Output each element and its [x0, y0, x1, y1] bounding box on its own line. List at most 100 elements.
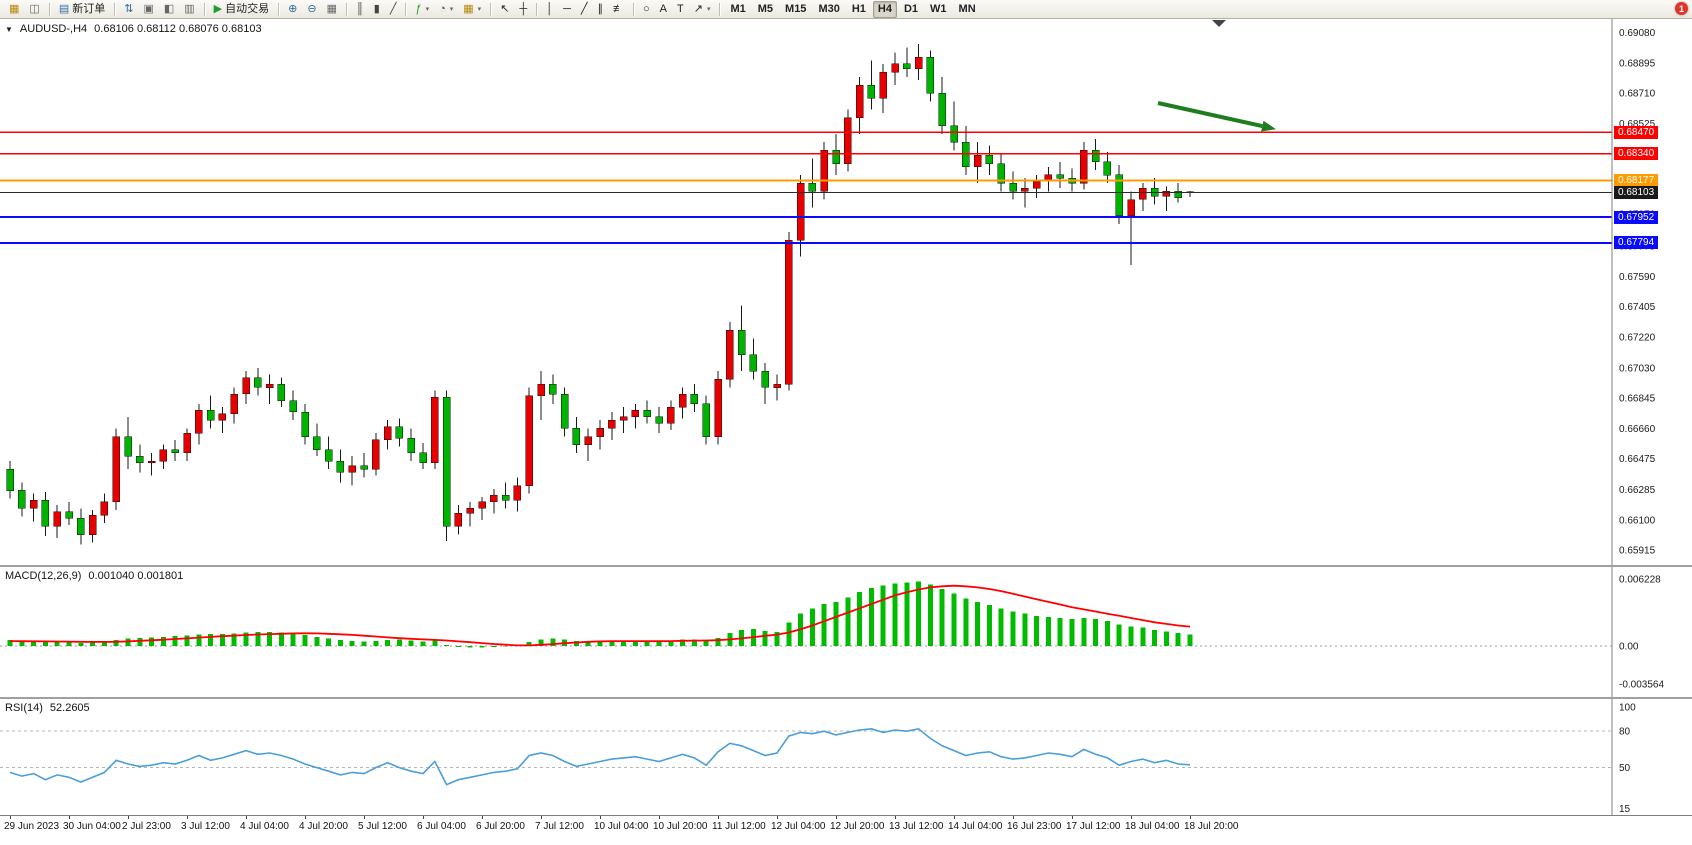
- zoom-in-icon[interactable]: ⊕: [284, 1, 301, 18]
- cursor-tool-icon[interactable]: ↖: [496, 1, 513, 18]
- candle: [761, 362, 769, 404]
- candle: [596, 420, 604, 450]
- toolbar-separator: [719, 2, 721, 16]
- candle: [1009, 171, 1017, 200]
- cursor-tool-icon: ↖: [500, 2, 510, 15]
- price-line-badge: 0.68340: [1614, 147, 1659, 161]
- time-axis-label: 18 Jul 04:00: [1125, 821, 1180, 832]
- price-axis-label: 0.66845: [1619, 394, 1656, 405]
- tf-mn-label: MN: [958, 2, 976, 15]
- chart-profiles-icon[interactable]: ◫: [25, 1, 43, 18]
- panel-splitter-rsi[interactable]: [0, 697, 1692, 699]
- main-chart-panel[interactable]: 0.69080 0.68895 0.68710 0.68525 0.68340 0.681…: [0, 19, 1692, 565]
- tf-m15[interactable]: M15: [780, 1, 811, 18]
- tf-d1[interactable]: D1: [899, 1, 923, 18]
- new-order-button-icon: ▤: [58, 2, 70, 15]
- time-axis-label: 11 Jul 12:00: [712, 821, 766, 832]
- new-chart-icon: ▦: [9, 2, 20, 15]
- time-axis-tick: [659, 816, 660, 819]
- candle: [171, 439, 179, 461]
- candle: [973, 142, 982, 184]
- market-watch-icon[interactable]: ⇅: [120, 1, 137, 18]
- candle: [844, 109, 852, 172]
- terminal-icon[interactable]: ▥: [180, 1, 198, 18]
- line-chart-type-icon[interactable]: ╱: [386, 1, 401, 18]
- data-window-icon: ▣: [143, 2, 154, 15]
- candle: [525, 387, 533, 494]
- rsi-panel[interactable]: 100 80 50 15 RSI(14) 52.2605: [0, 699, 1692, 815]
- chart-menu-icon[interactable]: ▼: [5, 24, 13, 34]
- periods-menu[interactable]: ◔ ▾: [435, 1, 457, 18]
- bar-chart-type-icon[interactable]: ║: [352, 1, 368, 18]
- label-tool-icon[interactable]: T: [673, 1, 688, 18]
- autotrading-button[interactable]: ▶ 自动交易: [210, 1, 273, 18]
- arrows-tool-icon[interactable]: ↗ ▾: [690, 1, 715, 18]
- time-axis-tick: [1072, 816, 1073, 819]
- tf-m15-label: M15: [785, 2, 807, 15]
- candle: [643, 400, 651, 424]
- vertical-line-tool-icon[interactable]: │: [542, 1, 557, 18]
- new-chart-icon[interactable]: ▦: [5, 1, 23, 18]
- time-axis-label: 17 Jul 12:00: [1066, 821, 1121, 832]
- time-axis-label: 3 Jul 12:00: [181, 821, 230, 832]
- tf-mn[interactable]: MN: [954, 1, 981, 18]
- tf-m1-label: M1: [730, 2, 746, 15]
- panel-splitter-macd[interactable]: [0, 565, 1692, 567]
- price-axis-label: 0.67030: [1619, 363, 1656, 374]
- navigator-icon: ◧: [163, 2, 175, 15]
- time-axis-tick: [423, 816, 424, 819]
- tf-w1[interactable]: W1: [925, 1, 952, 18]
- tf-m30[interactable]: M30: [813, 1, 844, 18]
- candle: [419, 443, 427, 470]
- tf-h4[interactable]: H4: [872, 0, 897, 18]
- macd-label: MACD(12,26,9) 0.001040 0.001801: [5, 570, 183, 582]
- text-tool-icon: A: [659, 2, 667, 15]
- candle: [313, 423, 321, 457]
- candle: [608, 412, 616, 440]
- candle: [6, 461, 14, 499]
- candle: [478, 497, 486, 520]
- macd-canvas[interactable]: 0.006228 0.00 -0.003564: [0, 567, 1692, 697]
- templates-menu: ▦: [463, 2, 474, 15]
- time-axis-label: 10 Jul 20:00: [653, 821, 708, 832]
- rsi-canvas[interactable]: 100 80 50 15: [0, 699, 1692, 815]
- navigator-icon[interactable]: ◧: [160, 1, 178, 18]
- shapes-tool-icon[interactable]: ○: [639, 1, 654, 18]
- time-axis-label: 4 Jul 04:00: [240, 821, 289, 832]
- candle: [136, 444, 144, 473]
- candle: [832, 134, 840, 175]
- notifications-badge[interactable]: 1: [1675, 2, 1688, 15]
- tf-m1[interactable]: M1: [725, 1, 750, 18]
- candle: [324, 436, 333, 470]
- candlestick-type-icon[interactable]: ▮: [370, 1, 384, 18]
- crosshair-tool-icon[interactable]: ┼: [515, 1, 531, 18]
- time-axis-tick: [364, 816, 365, 819]
- tf-h1[interactable]: H1: [847, 1, 871, 18]
- data-window-icon[interactable]: ▣: [139, 1, 157, 18]
- horizontal-line-tool-icon[interactable]: ─: [559, 1, 575, 18]
- candle: [879, 63, 887, 113]
- candle: [1056, 161, 1064, 188]
- candle: [112, 428, 120, 510]
- candle: [584, 428, 592, 461]
- main-chart-canvas[interactable]: 0.69080 0.68895 0.68710 0.68525 0.68340 0.681…: [0, 19, 1692, 565]
- new-order-button[interactable]: ▤ 新订单: [55, 1, 109, 18]
- trend-arrow-annotation[interactable]: [1157, 101, 1276, 132]
- price-line-badge: 0.67794: [1614, 236, 1659, 250]
- chart-shift-marker[interactable]: [1212, 20, 1226, 27]
- candle: [53, 505, 61, 538]
- indicators-menu[interactable]: ƒ ▾: [411, 1, 433, 18]
- trendline-tool-icon[interactable]: ╱: [577, 1, 592, 18]
- time-axis[interactable]: 29 Jun 2023 30 Jun 04:00 2 Jul 23:00 3 Jul …: [0, 815, 1692, 845]
- fibonacci-tool-icon[interactable]: ≢: [609, 1, 628, 18]
- macd-panel[interactable]: 0.006228 0.00 -0.003564 MACD(12,26,9) 0.00…: [0, 567, 1692, 697]
- channel-tool-icon[interactable]: ∥: [594, 1, 608, 18]
- tf-m5[interactable]: M5: [753, 1, 778, 18]
- tile-windows-icon[interactable]: ▦: [323, 1, 341, 18]
- text-tool-icon[interactable]: A: [656, 1, 671, 18]
- price-axis-label: 0.66285: [1619, 485, 1656, 496]
- templates-menu[interactable]: ▦ ▾: [459, 1, 485, 18]
- time-axis-label: 16 Jul 23:00: [1007, 821, 1062, 832]
- zoom-out-icon[interactable]: ⊖: [303, 1, 320, 18]
- candle: [737, 305, 746, 372]
